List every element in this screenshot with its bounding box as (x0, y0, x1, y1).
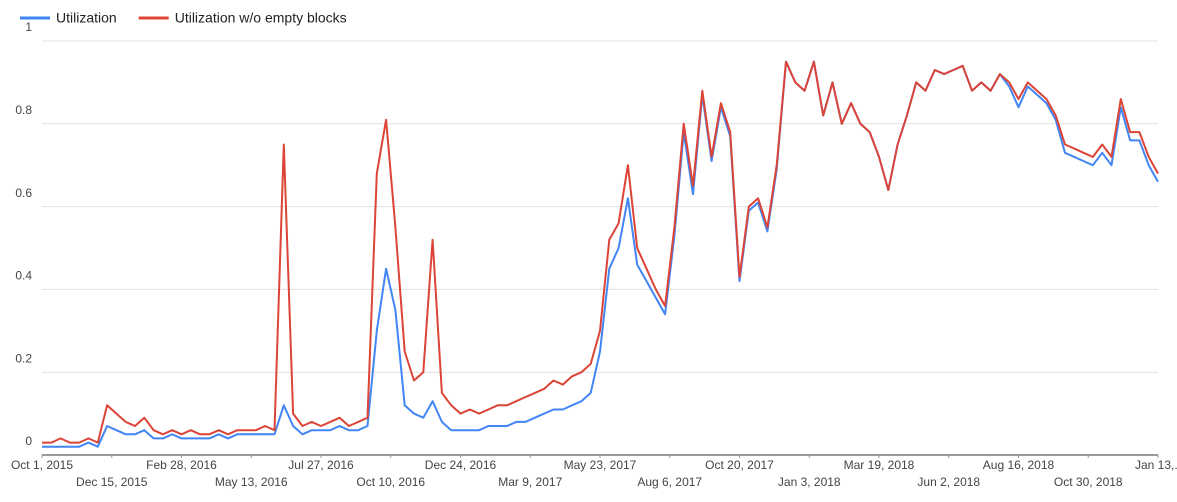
y-tick-label: 0.8 (15, 103, 32, 117)
x-tick-label: Mar 9, 2017 (498, 475, 562, 489)
line-series (42, 60, 1159, 444)
x-tick-label: Aug 6, 2017 (637, 475, 702, 489)
y-tick-label: 0.2 (15, 351, 32, 365)
x-tick-label: Jun 2, 2018 (917, 475, 980, 489)
line-series (42, 60, 1159, 448)
legend-label: Utilization w/o empty blocks (175, 10, 347, 26)
y-tick-label: 0.4 (15, 269, 32, 283)
x-tick-label: Jan 13,.. (1135, 458, 1177, 472)
x-tick-label: May 23, 2017 (564, 458, 637, 472)
y-tick-label: 0.6 (15, 186, 32, 200)
x-tick-label: Dec 15, 2015 (76, 475, 148, 489)
x-tick-label: Mar 19, 2018 (844, 458, 915, 472)
x-tick-label: Jan 3, 2018 (778, 475, 841, 489)
x-tick-label: May 13, 2016 (215, 475, 288, 489)
x-tick-label: Feb 28, 2016 (146, 458, 217, 472)
x-tick-label: Oct 20, 2017 (705, 458, 774, 472)
x-tick-label: Oct 1, 2015 (11, 458, 73, 472)
y-tick-label: 1 (25, 20, 32, 34)
x-tick-label: Oct 10, 2016 (356, 475, 425, 489)
x-tick-label: Oct 30, 2018 (1054, 475, 1123, 489)
legend-label: Utilization (56, 10, 117, 26)
x-tick-label: Aug 16, 2018 (983, 458, 1055, 472)
x-tick-label: Dec 24, 2016 (425, 458, 497, 472)
x-tick-label: Jul 27, 2016 (288, 458, 354, 472)
y-tick-label: 0 (25, 434, 32, 448)
